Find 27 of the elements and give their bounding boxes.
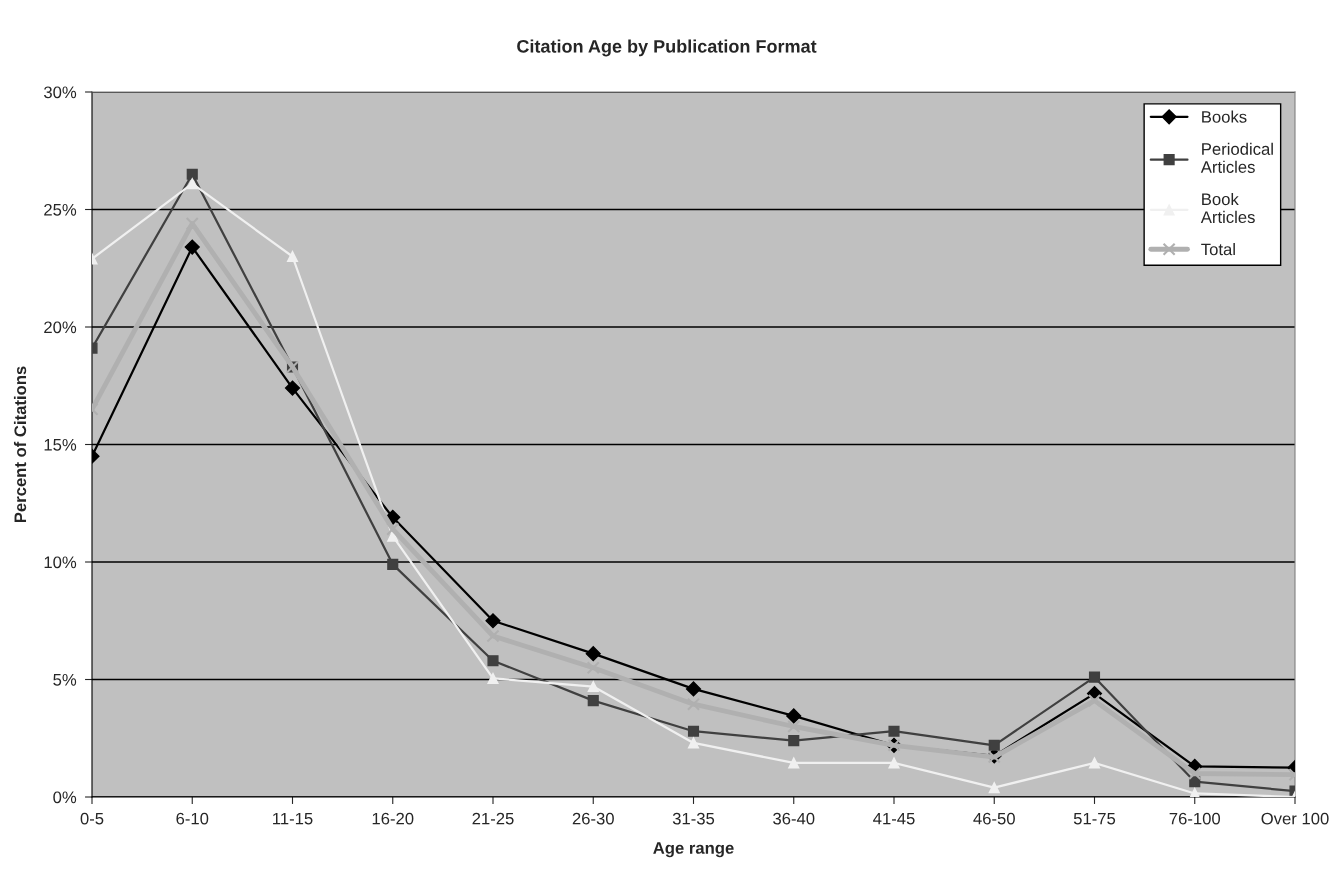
legend-label: Total [1201, 243, 1235, 256]
x-tick-label: 51-75 [1073, 812, 1116, 825]
x-tick-label: 31-35 [672, 812, 715, 825]
y-axis-title: Percent of Citations [13, 366, 27, 523]
x-tick-label: 11-15 [273, 812, 313, 825]
x-tick-label: 36-40 [773, 812, 815, 825]
y-tick-label: 0% [53, 791, 77, 804]
y-tick-label: 20% [44, 321, 77, 334]
chart-title: Citation Age by Publication Format [517, 39, 817, 57]
legend-label: Books [1202, 110, 1247, 123]
y-tick-label: 10% [44, 556, 77, 569]
x-tick-label: 26-30 [572, 812, 614, 825]
y-tick-label: 5% [53, 673, 77, 686]
legend-label: Periodical Articles [1200, 142, 1273, 173]
x-tick-label: Over 100 [1261, 812, 1329, 825]
legend-label: Book Articles [1200, 192, 1255, 224]
x-tick-label: 6-10 [176, 812, 209, 825]
x-tick-label: 41-45 [873, 812, 915, 825]
x-tick-label: 46-50 [973, 812, 1015, 825]
x-tick-label: 76-100 [1169, 812, 1221, 825]
x-tick-label: 16-20 [372, 812, 414, 825]
y-tick-label: 30% [44, 86, 77, 99]
x-tick-label: 21-25 [472, 812, 514, 825]
y-tick-label: 15% [44, 438, 77, 451]
x-tick-label: 0-5 [80, 812, 104, 825]
y-tick-label: 25% [44, 203, 77, 216]
x-axis-title: Age range [653, 842, 734, 858]
